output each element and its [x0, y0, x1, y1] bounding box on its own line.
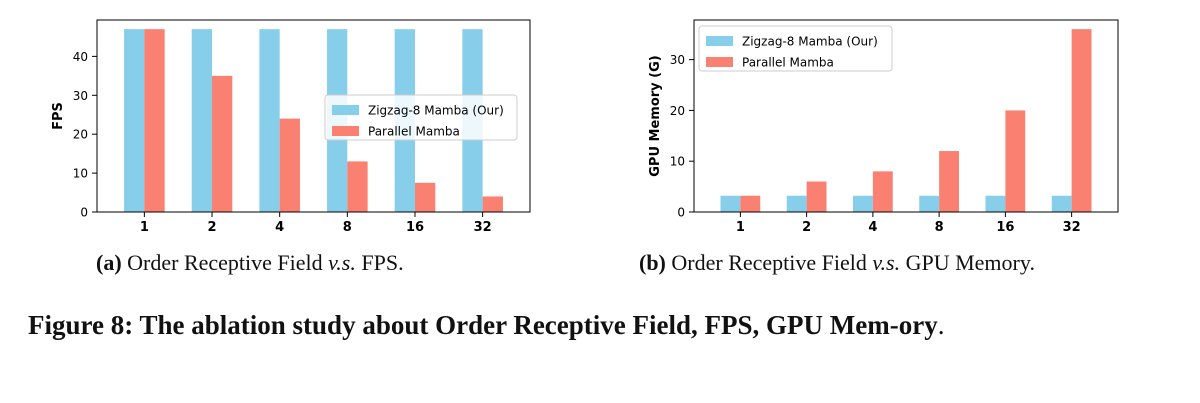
caption-a-text-before: Order Receptive Field [127, 250, 323, 275]
caption-a-vs: v.s. [328, 250, 356, 275]
bar-parallel-32 [1071, 29, 1092, 213]
bar-parallel-1 [740, 195, 761, 212]
bar-zigzag-1 [124, 29, 145, 213]
caption-b-vs: v.s. [872, 250, 901, 275]
bar-zigzag-16 [985, 195, 1006, 212]
x-tick-label: 8 [935, 220, 944, 235]
caption-b: (b) Order Receptive Field v.s. GPU Memor… [639, 250, 1035, 276]
y-tick-label: 20 [73, 128, 88, 142]
bar-zigzag-32 [1051, 195, 1072, 212]
x-tick-label: 1 [736, 220, 745, 235]
bar-parallel-4 [872, 171, 893, 212]
legend-swatch-zigzag [706, 36, 733, 46]
caption-a: (a) Order Receptive Field v.s. FPS. [96, 250, 404, 276]
bar-parallel-4 [279, 118, 300, 212]
legend-label: Parallel Mamba [742, 56, 834, 70]
x-tick-label: 2 [207, 220, 216, 235]
bar-zigzag-8 [919, 195, 940, 212]
y-tick-label: 20 [670, 104, 685, 118]
caption-b-text-before: Order Receptive Field [671, 250, 867, 275]
bar-zigzag-2 [786, 195, 807, 212]
chart-gpu-memory: 1 2 4 8 16 32 0 10 20 30 GPU Memory (G) Zigzag-8 Ma… [648, 19, 1119, 235]
x-tick-label: 1 [140, 220, 149, 235]
x-tick-label: 16 [996, 220, 1014, 235]
legend-label: Zigzag-8 Mamba (Our) [742, 35, 878, 49]
figure-caption: Figure 8: The ablation study about Order… [28, 304, 1178, 346]
bar-parallel-32 [482, 196, 503, 212]
legend-label: Parallel Mamba [368, 125, 460, 139]
y-tick-label: 10 [73, 167, 88, 181]
legend-swatch-parallel [332, 126, 359, 136]
y-axis-label: FPS [51, 102, 66, 130]
x-tick-label: 2 [802, 220, 811, 235]
plot-frame [693, 19, 1119, 213]
x-tick-label: 16 [406, 220, 424, 235]
caption-a-text-after: FPS. [361, 250, 404, 275]
legend-box [698, 25, 893, 72]
y-axis-label: GPU Memory (G) [648, 55, 663, 176]
y-tick-label: 30 [73, 89, 88, 103]
legend-label: Zigzag-8 Mamba (Our) [368, 104, 504, 118]
bar-zigzag-1 [720, 195, 741, 212]
x-tick-label: 8 [343, 220, 352, 235]
x-tick-label: 4 [868, 220, 877, 235]
figure-caption-tail: . [937, 310, 945, 340]
bar-parallel-16 [1005, 110, 1026, 212]
y-tick-label: 40 [73, 50, 88, 64]
x-tick-label: 32 [1063, 220, 1081, 235]
bar-zigzag-2 [191, 29, 213, 213]
x-tick-label: 32 [474, 220, 492, 235]
y-tick-label: 10 [670, 155, 685, 169]
legend-swatch-zigzag [332, 105, 359, 115]
y-tick-label: 0 [80, 206, 88, 220]
bar-parallel-8 [347, 161, 368, 212]
figure-caption-text: The ablation study about Order Receptive… [139, 310, 938, 340]
bar-parallel-1 [144, 29, 165, 213]
caption-a-label: (a) [96, 250, 122, 275]
figure-caption-label: Figure 8: [28, 310, 134, 340]
y-tick-label: 30 [670, 53, 685, 67]
y-tick-label: 0 [677, 206, 685, 220]
caption-b-label: (b) [639, 250, 666, 275]
bar-parallel-8 [939, 151, 959, 212]
bar-zigzag-4 [853, 195, 873, 212]
x-tick-label: 4 [275, 220, 284, 235]
bar-parallel-2 [212, 75, 233, 212]
legend-swatch-parallel [706, 57, 733, 67]
plot-frame [96, 19, 531, 213]
chart-fps: 1 2 4 8 16 32 0 10 20 30 40 FPS Zigzag-8 Mamba (Our)… [51, 19, 531, 235]
bar-zigzag-4 [259, 29, 280, 213]
caption-b-text-after: GPU Memory. [905, 250, 1035, 275]
bar-parallel-16 [414, 182, 436, 212]
bar-parallel-2 [806, 181, 827, 212]
legend-box [324, 94, 518, 141]
